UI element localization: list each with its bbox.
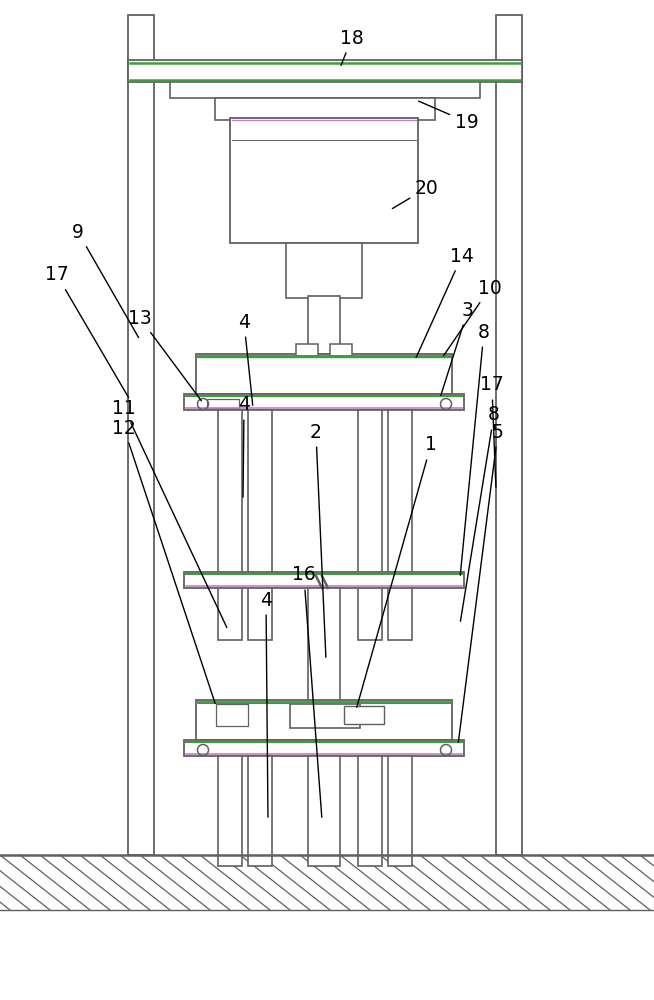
Text: 16: 16 — [292, 566, 322, 817]
Bar — [184, 394, 464, 410]
Text: 10: 10 — [443, 278, 502, 356]
Bar — [344, 706, 384, 724]
Text: 3: 3 — [441, 300, 474, 395]
Bar — [296, 344, 318, 356]
Bar — [308, 756, 340, 866]
Text: 8: 8 — [460, 406, 500, 621]
Text: 9: 9 — [72, 223, 139, 338]
Bar — [358, 410, 382, 640]
Bar — [358, 756, 382, 866]
Bar — [496, 15, 522, 855]
Bar — [290, 704, 360, 728]
Bar — [215, 98, 435, 120]
Bar — [218, 410, 242, 640]
Text: 18: 18 — [340, 28, 364, 65]
Bar — [230, 118, 418, 243]
Bar — [184, 572, 464, 588]
Bar — [196, 354, 452, 394]
Text: 19: 19 — [419, 101, 479, 131]
Bar — [170, 82, 480, 98]
Bar — [248, 410, 272, 640]
Text: 2: 2 — [310, 422, 326, 657]
Bar — [196, 700, 452, 740]
Bar — [330, 344, 352, 356]
Bar — [128, 60, 522, 82]
Text: 1: 1 — [356, 436, 437, 707]
Bar — [308, 296, 340, 354]
Bar — [207, 399, 239, 408]
Text: 4: 4 — [238, 395, 250, 497]
Text: 8: 8 — [460, 322, 490, 575]
Bar — [388, 756, 412, 866]
Bar — [128, 15, 154, 855]
Bar — [184, 740, 464, 756]
Bar — [286, 243, 362, 298]
Text: 5: 5 — [458, 422, 504, 742]
Text: 4: 4 — [238, 312, 252, 405]
Text: 17: 17 — [480, 375, 504, 487]
Text: 12: 12 — [112, 418, 215, 703]
Text: 13: 13 — [128, 308, 201, 401]
Bar — [308, 588, 340, 703]
Bar — [388, 410, 412, 640]
Text: 20: 20 — [392, 178, 439, 209]
Text: 11: 11 — [112, 398, 227, 627]
Text: 17: 17 — [45, 265, 129, 398]
Bar — [248, 756, 272, 866]
Text: 14: 14 — [416, 246, 474, 357]
Bar — [216, 704, 248, 726]
Text: 4: 4 — [260, 590, 272, 817]
Bar — [218, 756, 242, 866]
